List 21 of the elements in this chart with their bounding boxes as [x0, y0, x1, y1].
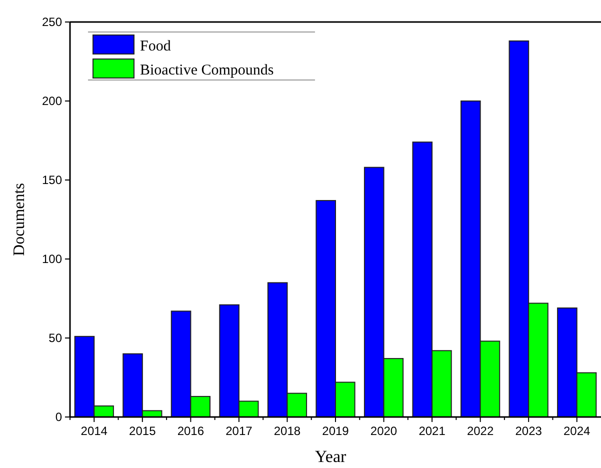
- x-tick-label: 2016: [177, 424, 204, 438]
- x-axis-title: Year: [314, 447, 346, 466]
- x-tick-label: 2021: [418, 424, 446, 438]
- x-tick-label: 2024: [564, 424, 591, 438]
- x-tick-label: 2022: [466, 424, 494, 438]
- x-tick-label: 2017: [226, 424, 253, 438]
- x-tick-label: 2020: [370, 424, 398, 438]
- y-tick-label: 100: [42, 252, 62, 266]
- y-tick-label: 150: [42, 173, 62, 188]
- y-tick-label: 250: [42, 15, 62, 30]
- x-tick-label: 2014: [80, 424, 108, 438]
- x-tick-label: 2019: [322, 424, 350, 438]
- legend-label: Food: [140, 38, 172, 54]
- y-axis-title: Documents: [11, 183, 28, 256]
- y-tick-label: 50: [48, 331, 62, 346]
- legend-label: Bioactive Compounds: [140, 62, 274, 78]
- x-tick-label: 2015: [129, 424, 156, 438]
- y-tick-label: 200: [42, 94, 62, 108]
- x-tick-label: 2023: [515, 424, 542, 438]
- y-tick-label: 0: [55, 410, 62, 424]
- x-tick-label: 2018: [274, 424, 301, 438]
